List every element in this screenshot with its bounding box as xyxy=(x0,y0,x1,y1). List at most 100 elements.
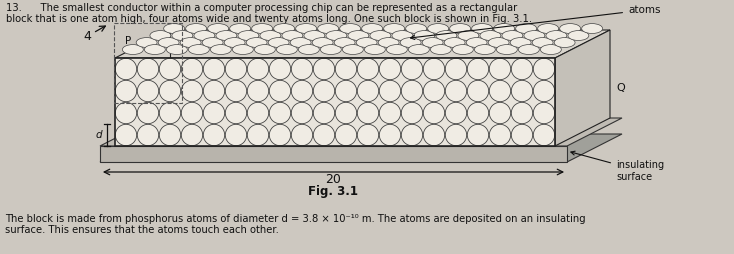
Ellipse shape xyxy=(335,124,357,146)
Ellipse shape xyxy=(568,30,589,40)
Ellipse shape xyxy=(291,80,313,102)
Ellipse shape xyxy=(181,102,203,124)
Ellipse shape xyxy=(494,24,515,34)
Ellipse shape xyxy=(468,124,489,146)
Ellipse shape xyxy=(357,58,379,80)
Ellipse shape xyxy=(340,24,360,34)
Ellipse shape xyxy=(408,45,429,55)
Ellipse shape xyxy=(386,45,407,55)
Ellipse shape xyxy=(304,30,325,40)
Ellipse shape xyxy=(424,58,445,80)
Ellipse shape xyxy=(379,102,401,124)
Ellipse shape xyxy=(202,38,223,47)
Bar xyxy=(115,58,555,146)
Ellipse shape xyxy=(216,30,237,40)
Ellipse shape xyxy=(357,124,379,146)
Ellipse shape xyxy=(181,58,203,80)
Ellipse shape xyxy=(203,80,225,102)
Ellipse shape xyxy=(335,80,357,102)
Ellipse shape xyxy=(225,58,247,80)
Ellipse shape xyxy=(246,38,267,47)
Ellipse shape xyxy=(452,45,473,55)
Ellipse shape xyxy=(277,45,297,55)
Ellipse shape xyxy=(379,80,401,102)
Text: surface. This ensures that the atoms touch each other.: surface. This ensures that the atoms tou… xyxy=(5,225,279,235)
Ellipse shape xyxy=(334,38,355,47)
Ellipse shape xyxy=(379,124,401,146)
Polygon shape xyxy=(115,30,610,58)
Ellipse shape xyxy=(299,45,319,55)
Ellipse shape xyxy=(546,30,567,40)
Ellipse shape xyxy=(512,58,533,80)
Ellipse shape xyxy=(291,124,313,146)
Ellipse shape xyxy=(269,102,291,124)
Ellipse shape xyxy=(335,102,357,124)
Ellipse shape xyxy=(450,24,470,34)
Ellipse shape xyxy=(343,45,363,55)
Ellipse shape xyxy=(159,80,181,102)
Polygon shape xyxy=(555,30,610,146)
Text: insulating
surface: insulating surface xyxy=(571,151,664,182)
Ellipse shape xyxy=(247,124,269,146)
Ellipse shape xyxy=(364,45,385,55)
Ellipse shape xyxy=(252,24,272,34)
Ellipse shape xyxy=(378,38,399,47)
Ellipse shape xyxy=(225,124,247,146)
Ellipse shape xyxy=(444,38,465,47)
Ellipse shape xyxy=(401,102,423,124)
Ellipse shape xyxy=(516,24,537,34)
Ellipse shape xyxy=(203,58,225,80)
Ellipse shape xyxy=(290,38,311,47)
Ellipse shape xyxy=(490,58,511,80)
Ellipse shape xyxy=(446,58,467,80)
Ellipse shape xyxy=(468,58,489,80)
Ellipse shape xyxy=(424,102,445,124)
Ellipse shape xyxy=(414,30,435,40)
Text: The block is made from phosphorus atoms of diameter d = 3.8 × 10⁻¹⁰ m. The atoms: The block is made from phosphorus atoms … xyxy=(5,214,586,224)
Ellipse shape xyxy=(115,58,137,80)
Text: block that is one atom high, four atoms wide and twenty atoms long. One such blo: block that is one atom high, four atoms … xyxy=(6,14,532,24)
Ellipse shape xyxy=(269,58,291,80)
Ellipse shape xyxy=(247,80,269,102)
Ellipse shape xyxy=(159,102,181,124)
Ellipse shape xyxy=(428,24,448,34)
Ellipse shape xyxy=(137,102,159,124)
Ellipse shape xyxy=(313,58,335,80)
Ellipse shape xyxy=(260,30,281,40)
Ellipse shape xyxy=(488,38,509,47)
Ellipse shape xyxy=(534,124,555,146)
Ellipse shape xyxy=(436,30,457,40)
Polygon shape xyxy=(100,134,622,162)
Ellipse shape xyxy=(524,30,545,40)
Ellipse shape xyxy=(208,24,228,34)
Ellipse shape xyxy=(247,58,269,80)
Ellipse shape xyxy=(268,38,289,47)
Ellipse shape xyxy=(282,30,303,40)
Ellipse shape xyxy=(401,124,423,146)
Ellipse shape xyxy=(137,58,159,80)
Ellipse shape xyxy=(145,45,165,55)
Ellipse shape xyxy=(540,45,562,55)
Ellipse shape xyxy=(490,102,511,124)
Ellipse shape xyxy=(172,30,193,40)
Text: 13.      The smallest conductor within a computer processing chip can be represe: 13. The smallest conductor within a comp… xyxy=(6,3,517,13)
Ellipse shape xyxy=(313,102,335,124)
Ellipse shape xyxy=(225,80,247,102)
Ellipse shape xyxy=(115,102,137,124)
Ellipse shape xyxy=(356,38,377,47)
Ellipse shape xyxy=(181,124,203,146)
Ellipse shape xyxy=(362,24,382,34)
Ellipse shape xyxy=(291,102,313,124)
Ellipse shape xyxy=(296,24,316,34)
Ellipse shape xyxy=(194,30,215,40)
Ellipse shape xyxy=(313,80,335,102)
Ellipse shape xyxy=(559,24,581,34)
Ellipse shape xyxy=(357,102,379,124)
Ellipse shape xyxy=(115,124,137,146)
Ellipse shape xyxy=(312,38,333,47)
Ellipse shape xyxy=(159,58,181,80)
Ellipse shape xyxy=(313,124,335,146)
Ellipse shape xyxy=(247,102,269,124)
Ellipse shape xyxy=(480,30,501,40)
Ellipse shape xyxy=(490,124,511,146)
